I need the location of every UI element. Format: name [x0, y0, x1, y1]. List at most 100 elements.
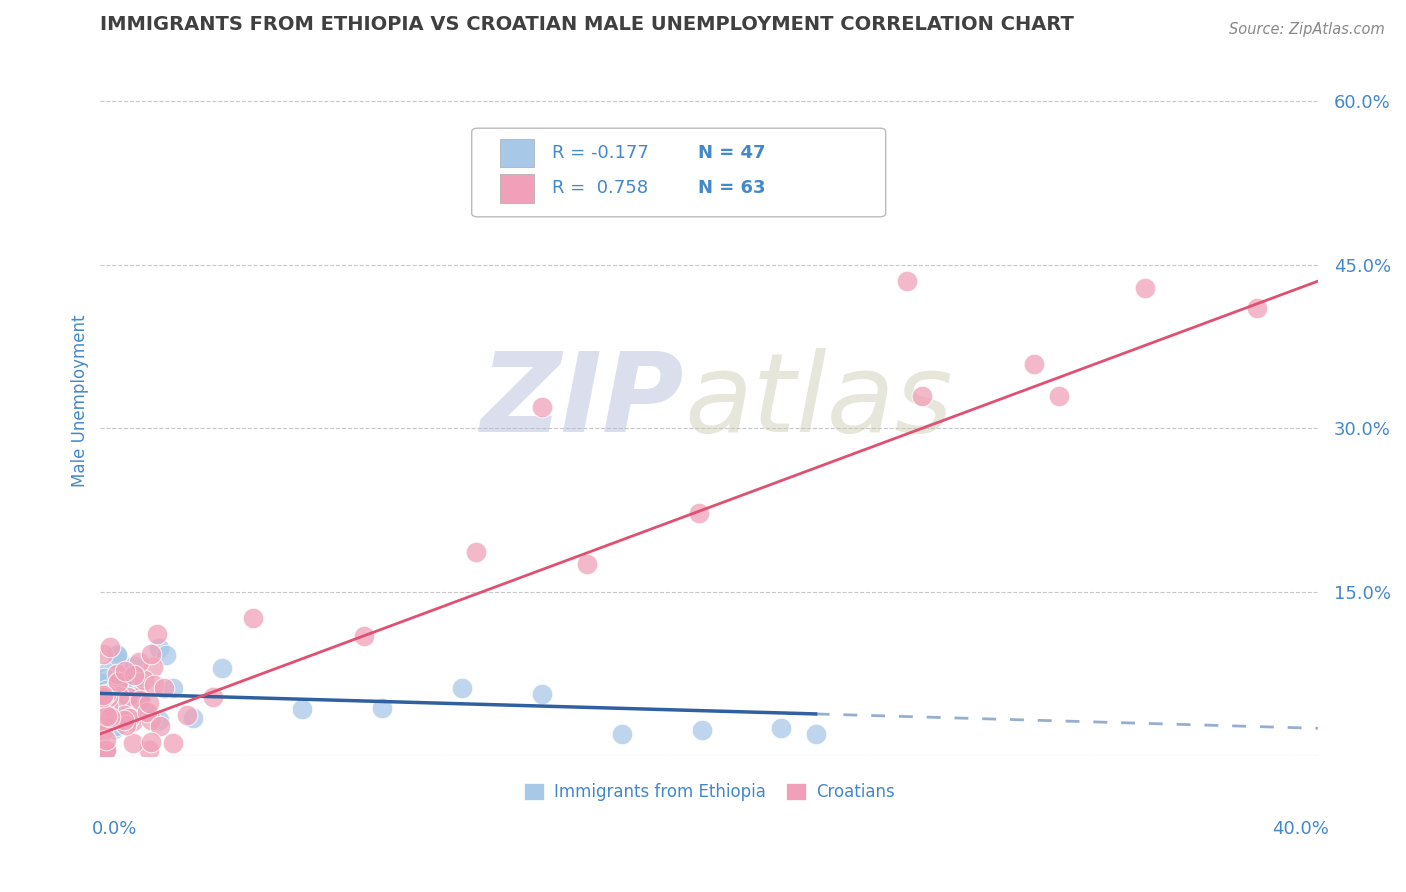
Point — [127, 673, 149, 687]
Point — [93, 647, 115, 661]
Point — [148, 640, 170, 655]
Point — [94, 743, 117, 757]
Point — [464, 544, 486, 558]
Point — [911, 389, 934, 403]
Point — [93, 692, 115, 706]
Point — [93, 713, 115, 727]
Text: ZIP: ZIP — [481, 348, 685, 455]
Point — [242, 611, 264, 625]
Point — [93, 743, 115, 757]
Point — [139, 647, 162, 661]
Point — [371, 701, 394, 715]
Text: Source: ZipAtlas.com: Source: ZipAtlas.com — [1229, 22, 1385, 37]
Point — [139, 735, 162, 749]
Point — [94, 682, 117, 697]
Point — [108, 653, 131, 667]
Point — [132, 673, 155, 687]
Point — [138, 696, 160, 710]
Point — [97, 664, 120, 678]
Point — [100, 705, 122, 719]
Point — [105, 647, 128, 661]
Point — [93, 715, 115, 730]
Point — [117, 690, 139, 704]
Point — [98, 704, 121, 718]
Point — [576, 557, 599, 571]
Point — [108, 689, 131, 703]
Point — [1135, 280, 1157, 294]
Point — [108, 688, 131, 702]
Point — [118, 711, 141, 725]
Point — [94, 717, 117, 731]
Point — [128, 655, 150, 669]
Point — [291, 702, 314, 716]
Point — [122, 736, 145, 750]
Point — [103, 722, 125, 736]
Point — [94, 687, 117, 701]
Point — [135, 705, 157, 719]
Point — [121, 696, 143, 710]
Y-axis label: Male Unemployment: Male Unemployment — [72, 315, 89, 487]
Point — [162, 681, 184, 695]
Point — [104, 719, 127, 733]
Point — [201, 690, 224, 704]
Point — [115, 718, 138, 732]
Point — [105, 685, 128, 699]
Point — [125, 689, 148, 703]
Point — [93, 671, 115, 685]
Point — [353, 628, 375, 642]
Point — [128, 690, 150, 704]
Point — [96, 708, 118, 723]
Point — [107, 675, 129, 690]
Point — [93, 688, 115, 702]
Point — [96, 675, 118, 690]
Point — [155, 648, 177, 662]
Point — [93, 724, 115, 739]
Point — [93, 690, 115, 705]
Point — [176, 707, 198, 722]
Point — [105, 667, 128, 681]
Point — [631, 143, 654, 157]
Text: atlas: atlas — [685, 348, 953, 455]
Point — [141, 714, 163, 728]
Point — [148, 713, 170, 727]
Text: 0.0%: 0.0% — [91, 820, 136, 838]
Point — [93, 743, 115, 757]
Point — [1246, 301, 1268, 315]
Point — [117, 671, 139, 685]
Point — [122, 714, 145, 728]
Point — [688, 506, 710, 520]
Point — [94, 733, 117, 747]
Point — [211, 661, 233, 675]
Point — [122, 659, 145, 673]
Point — [107, 683, 129, 698]
Point — [770, 722, 793, 736]
Point — [104, 691, 127, 706]
Point — [129, 692, 152, 706]
Point — [97, 673, 120, 688]
Point — [105, 698, 128, 713]
Point — [142, 659, 165, 673]
Text: R =  0.758: R = 0.758 — [553, 179, 648, 197]
Point — [103, 713, 125, 727]
Point — [114, 664, 136, 678]
Text: 40.0%: 40.0% — [1272, 820, 1329, 838]
Point — [146, 627, 169, 641]
Point — [112, 713, 135, 727]
Point — [100, 689, 122, 703]
Text: IMMIGRANTS FROM ETHIOPIA VS CROATIAN MALE UNEMPLOYMENT CORRELATION CHART: IMMIGRANTS FROM ETHIOPIA VS CROATIAN MAL… — [100, 15, 1074, 34]
Point — [117, 690, 139, 705]
Point — [134, 704, 156, 718]
Point — [530, 687, 553, 701]
Point — [804, 727, 827, 741]
Legend: Immigrants from Ethiopia, Croatians: Immigrants from Ethiopia, Croatians — [517, 776, 901, 807]
FancyBboxPatch shape — [499, 139, 534, 167]
Point — [111, 680, 134, 694]
Point — [98, 710, 121, 724]
Point — [143, 678, 166, 692]
Point — [94, 743, 117, 757]
Point — [1047, 389, 1070, 403]
Point — [530, 400, 553, 414]
Point — [93, 743, 115, 757]
Point — [129, 698, 152, 713]
Point — [105, 678, 128, 692]
